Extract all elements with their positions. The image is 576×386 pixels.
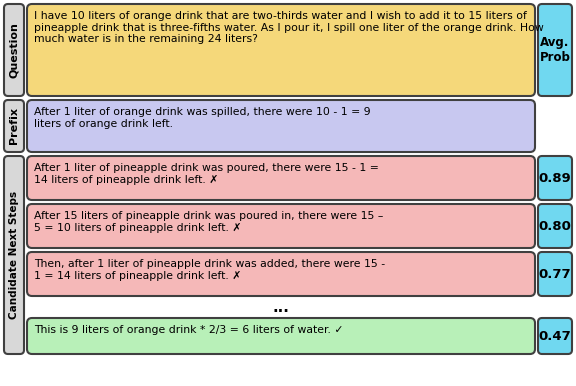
Text: After 1 liter of pineapple drink was poured, there were 15 - 1 =
14 liters of pi: After 1 liter of pineapple drink was pou… xyxy=(34,163,379,185)
FancyBboxPatch shape xyxy=(538,204,572,248)
Text: I have 10 liters of orange drink that are two-thirds water and I wish to add it : I have 10 liters of orange drink that ar… xyxy=(34,11,544,44)
Text: This is 9 liters of orange drink * 2/3 = 6 liters of water. ✓: This is 9 liters of orange drink * 2/3 =… xyxy=(34,325,343,335)
FancyBboxPatch shape xyxy=(4,4,24,96)
Text: ...: ... xyxy=(272,300,289,315)
FancyBboxPatch shape xyxy=(27,100,535,152)
FancyBboxPatch shape xyxy=(27,204,535,248)
Text: Then, after 1 liter of pineapple drink was added, there were 15 -
1 = 14 liters : Then, after 1 liter of pineapple drink w… xyxy=(34,259,385,281)
Text: 0.47: 0.47 xyxy=(539,330,571,342)
FancyBboxPatch shape xyxy=(27,318,535,354)
Text: 0.89: 0.89 xyxy=(539,171,571,185)
Text: After 15 liters of pineapple drink was poured in, there were 15 –
5 = 10 liters : After 15 liters of pineapple drink was p… xyxy=(34,211,384,233)
Text: Question: Question xyxy=(9,22,19,78)
FancyBboxPatch shape xyxy=(4,156,24,354)
Text: 0.77: 0.77 xyxy=(539,267,571,281)
Text: After 1 liter of orange drink was spilled, there were 10 - 1 = 9
liters of orang: After 1 liter of orange drink was spille… xyxy=(34,107,370,129)
FancyBboxPatch shape xyxy=(27,4,535,96)
Text: Prefix: Prefix xyxy=(9,107,19,144)
Text: 0.80: 0.80 xyxy=(539,220,571,232)
Text: Candidate Next Steps: Candidate Next Steps xyxy=(9,191,19,319)
FancyBboxPatch shape xyxy=(538,156,572,200)
FancyBboxPatch shape xyxy=(27,156,535,200)
FancyBboxPatch shape xyxy=(538,318,572,354)
FancyBboxPatch shape xyxy=(538,252,572,296)
FancyBboxPatch shape xyxy=(27,252,535,296)
FancyBboxPatch shape xyxy=(4,100,24,152)
FancyBboxPatch shape xyxy=(538,4,572,96)
Text: Avg.
Prob: Avg. Prob xyxy=(540,36,570,64)
